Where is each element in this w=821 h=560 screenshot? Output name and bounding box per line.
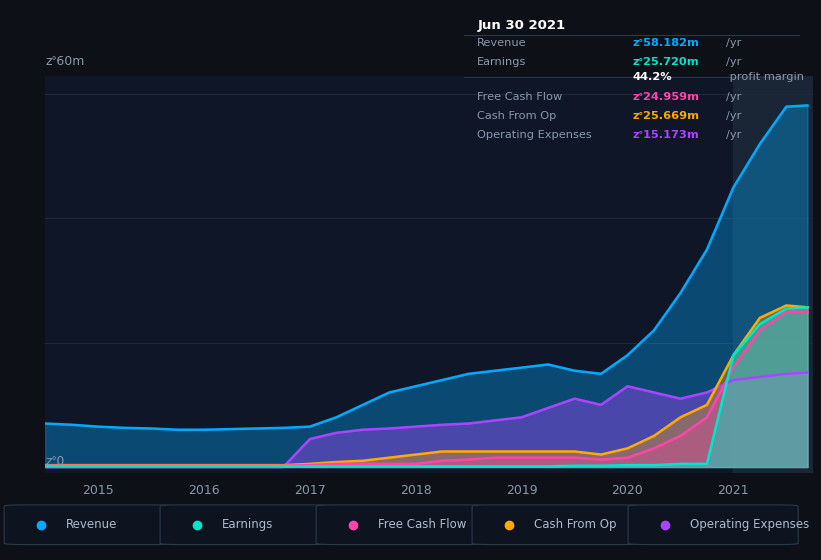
Text: Revenue: Revenue	[66, 518, 117, 531]
Text: zᐤ25.669m: zᐤ25.669m	[632, 111, 699, 121]
Text: Revenue: Revenue	[477, 38, 527, 48]
Text: Operating Expenses: Operating Expenses	[690, 518, 809, 531]
Text: /yr: /yr	[727, 130, 742, 140]
Text: profit margin: profit margin	[727, 72, 805, 82]
Text: zᐤ60m: zᐤ60m	[45, 55, 85, 68]
FancyBboxPatch shape	[628, 505, 798, 544]
Text: Free Cash Flow: Free Cash Flow	[477, 91, 562, 101]
Text: 44.2%: 44.2%	[632, 72, 672, 82]
Text: Earnings: Earnings	[222, 518, 273, 531]
FancyBboxPatch shape	[472, 505, 642, 544]
Text: /yr: /yr	[727, 91, 742, 101]
Bar	[733, 76, 813, 473]
Text: zᐤ15.173m: zᐤ15.173m	[632, 130, 699, 140]
Text: zᐤ25.720m: zᐤ25.720m	[632, 57, 699, 67]
Text: Earnings: Earnings	[477, 57, 527, 67]
Text: Cash From Op: Cash From Op	[534, 518, 616, 531]
Text: /yr: /yr	[727, 111, 742, 121]
FancyBboxPatch shape	[316, 505, 486, 544]
Text: zᐤ0: zᐤ0	[45, 455, 65, 468]
Text: zᐤ58.182m: zᐤ58.182m	[632, 38, 699, 48]
Text: Jun 30 2021: Jun 30 2021	[477, 19, 566, 32]
Text: Cash From Op: Cash From Op	[477, 111, 557, 121]
Text: /yr: /yr	[727, 57, 742, 67]
FancyBboxPatch shape	[4, 505, 174, 544]
Text: Free Cash Flow: Free Cash Flow	[378, 518, 466, 531]
FancyBboxPatch shape	[160, 505, 330, 544]
Text: Operating Expenses: Operating Expenses	[477, 130, 592, 140]
Text: zᐤ24.959m: zᐤ24.959m	[632, 91, 699, 101]
Text: /yr: /yr	[727, 38, 742, 48]
